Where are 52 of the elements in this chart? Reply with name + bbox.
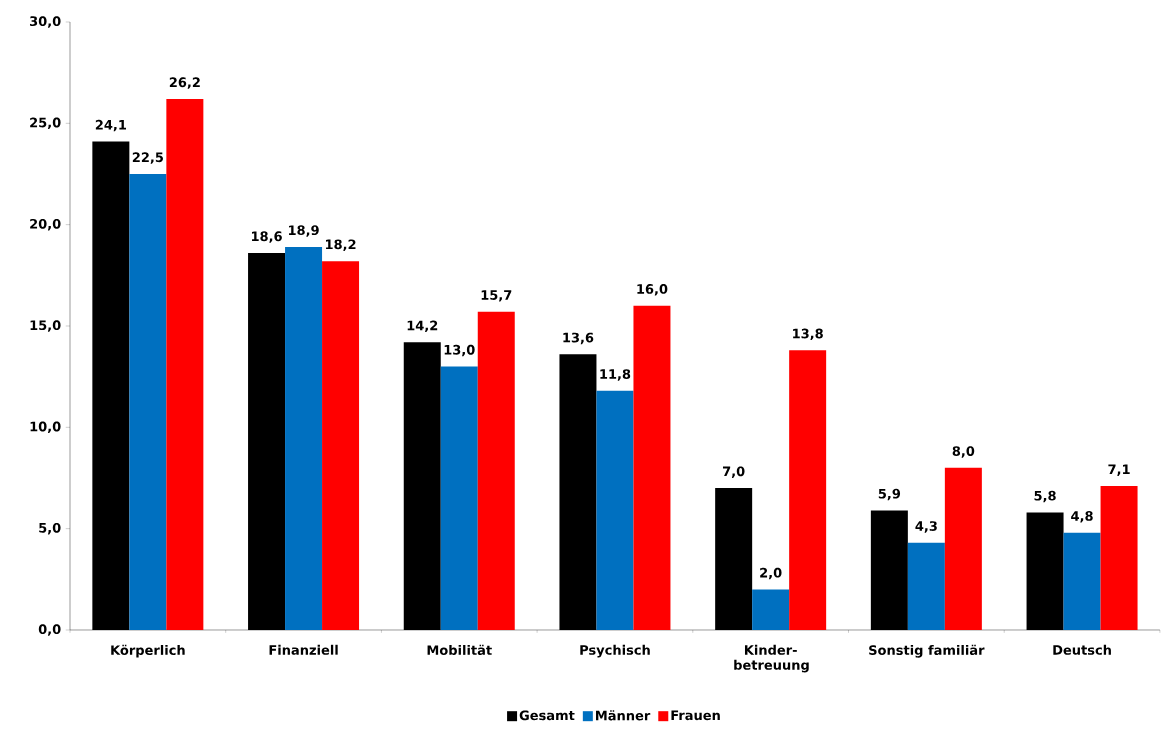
legend-label: Männer bbox=[596, 710, 651, 721]
bar bbox=[1100, 486, 1138, 630]
x-tick-label: Sonstig familiär bbox=[869, 644, 985, 658]
x-tick-label: Körperlich bbox=[111, 644, 185, 658]
data-label: 4,3 bbox=[915, 521, 937, 533]
data-label: 5,8 bbox=[1034, 490, 1056, 503]
x-tick-label: Finanziell bbox=[269, 644, 338, 655]
data-label: 7,1 bbox=[1108, 464, 1130, 476]
x-tick-label: Mobilität bbox=[427, 644, 492, 656]
y-tick-label: 30,0 bbox=[29, 16, 61, 28]
data-label: 13,8 bbox=[793, 328, 823, 341]
y-tick-label: 10,0 bbox=[30, 421, 61, 434]
y-tick-label: 25,0 bbox=[30, 117, 61, 130]
legend-label: Frauen bbox=[671, 710, 720, 721]
bar bbox=[166, 99, 204, 630]
y-tick-label: 5,0 bbox=[39, 522, 61, 535]
x-tick-label: Kinder-betreuung bbox=[734, 644, 809, 673]
bar bbox=[129, 173, 167, 630]
x-tick-label: Deutsch bbox=[1053, 644, 1111, 655]
x-tick-label: Psychisch bbox=[580, 644, 650, 658]
data-label: 15,7 bbox=[481, 290, 512, 302]
data-label: 18,6 bbox=[251, 231, 282, 243]
bar bbox=[477, 311, 515, 630]
data-label: 13,0 bbox=[444, 344, 475, 357]
legend-label: Gesamt bbox=[519, 710, 575, 721]
data-label: 18,2 bbox=[325, 239, 356, 251]
y-tick-label: 0,0 bbox=[38, 624, 61, 636]
data-label: 4,8 bbox=[1071, 511, 1093, 523]
y-tick-label: 15,0 bbox=[30, 320, 61, 332]
data-label: 18,9 bbox=[288, 225, 319, 237]
data-label: 14,2 bbox=[407, 320, 438, 333]
data-label: 13,6 bbox=[563, 332, 594, 345]
bar bbox=[1063, 532, 1101, 630]
data-label: 5,9 bbox=[878, 488, 901, 501]
data-label: 2,0 bbox=[760, 567, 782, 580]
bar bbox=[285, 246, 323, 630]
bar bbox=[752, 589, 790, 630]
bar bbox=[789, 350, 827, 630]
data-label: 24,1 bbox=[95, 119, 127, 132]
data-label: 22,5 bbox=[132, 152, 163, 164]
data-label: 26,2 bbox=[169, 77, 200, 89]
bar bbox=[596, 390, 634, 630]
data-label: 11,8 bbox=[600, 369, 631, 381]
bar bbox=[322, 261, 360, 630]
bar bbox=[440, 366, 478, 630]
bar bbox=[944, 467, 982, 630]
bar bbox=[907, 542, 945, 630]
data-label: 16,0 bbox=[637, 284, 668, 296]
y-tick-label: 20,0 bbox=[30, 218, 61, 231]
data-label: 7,0 bbox=[723, 466, 745, 478]
data-label: 8,0 bbox=[952, 446, 975, 458]
bar bbox=[633, 305, 671, 630]
